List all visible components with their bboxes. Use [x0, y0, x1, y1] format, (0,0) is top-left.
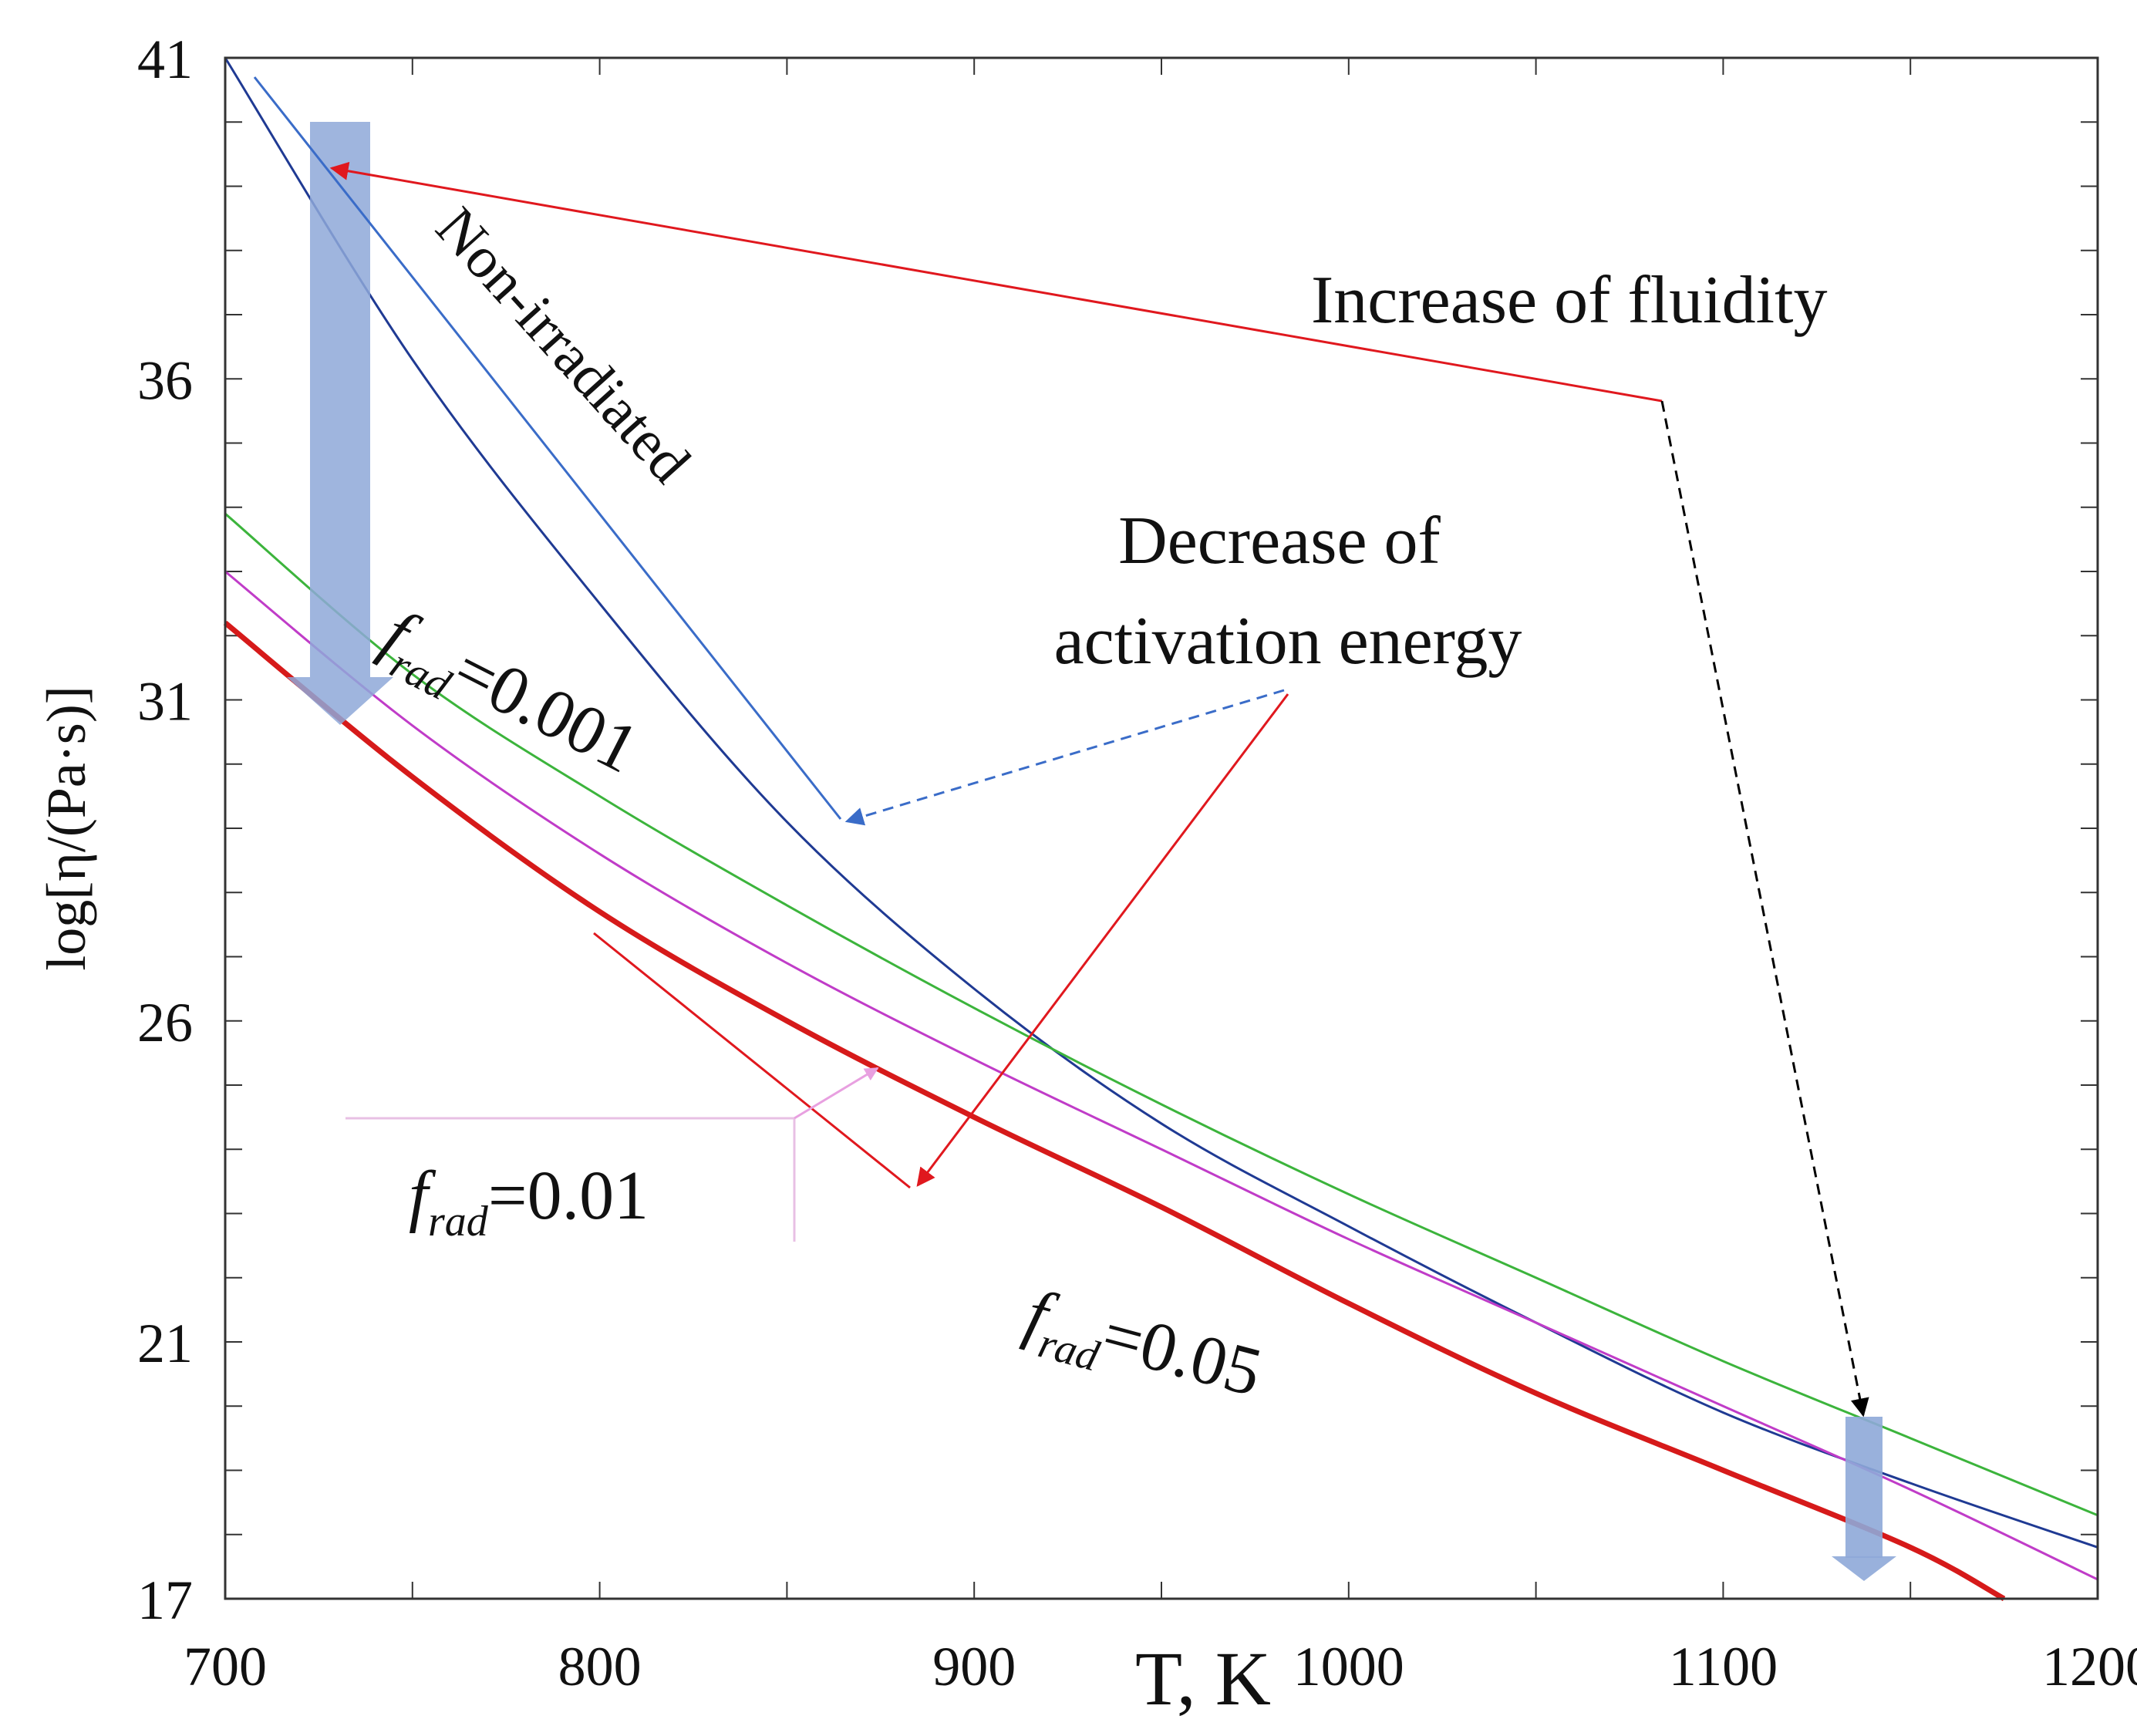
x-tick-label: 900 [932, 1636, 1016, 1697]
fluidity-arrow-dashed [1660, 400, 1869, 1417]
series-line-1 [224, 57, 2098, 1549]
x-tick-label: 800 [558, 1636, 642, 1697]
tangent-line-non-irradiated [253, 76, 842, 820]
y-tick-label: 36 [137, 349, 193, 411]
label-frad-001-sub: rad [428, 1198, 489, 1246]
y-tick-label: 26 [137, 992, 193, 1053]
series-line-4 [223, 620, 2006, 1602]
y-tick-label: 31 [137, 671, 193, 733]
big-arrow-right [1832, 1417, 1896, 1581]
x-tick-label: 700 [184, 1636, 267, 1697]
label-frad-001-value: =0.01 [488, 1158, 649, 1234]
x-axis-label: T, K [1135, 1636, 1271, 1721]
x-tick-label: 1200 [2042, 1636, 2137, 1697]
y-tick-label: 17 [137, 1569, 193, 1631]
y-axis-label: log[η/(Pa·s)] [35, 686, 97, 971]
label-increase-fluidity: Increase of fluidity [1311, 263, 1828, 338]
label-decrease-activation-line1: Decrease of [1118, 504, 1441, 578]
label-frad-005-sub: rad [1033, 1319, 1104, 1380]
y-tick-label: 41 [137, 29, 193, 90]
activation-arrow-blue-dashed [844, 689, 1285, 826]
series-group [223, 57, 2098, 1602]
activation-arrow-red [916, 693, 1289, 1187]
label-frad-005-value: =0.05 [1094, 1296, 1269, 1411]
frad-001-callout [345, 1067, 879, 1242]
y-tick-label: 21 [137, 1313, 193, 1374]
plot-frame [224, 56, 2099, 1600]
label-frad-001: frad=0.01 [409, 1158, 649, 1246]
tangent-line-frad-005 [593, 932, 911, 1189]
label-frad-0001: frad=0.001 [366, 595, 650, 798]
series-line-3 [224, 570, 2098, 1581]
x-tick-label: 1000 [1293, 1636, 1404, 1697]
fluidity-arrow-red [329, 161, 1663, 403]
label-decrease-activation: Decrease of activation energy [1054, 504, 1522, 679]
axis-ticks: 17 21 26 31 36 41 700 800 900 1000 1100 1200 [137, 29, 2137, 1697]
label-decrease-activation-line2: activation energy [1054, 604, 1522, 679]
x-tick-label: 1100 [1669, 1636, 1778, 1697]
big-arrow-left [287, 122, 393, 725]
series-line-2 [224, 512, 2098, 1517]
label-frad-005: frad=0.05 [1015, 1276, 1269, 1423]
